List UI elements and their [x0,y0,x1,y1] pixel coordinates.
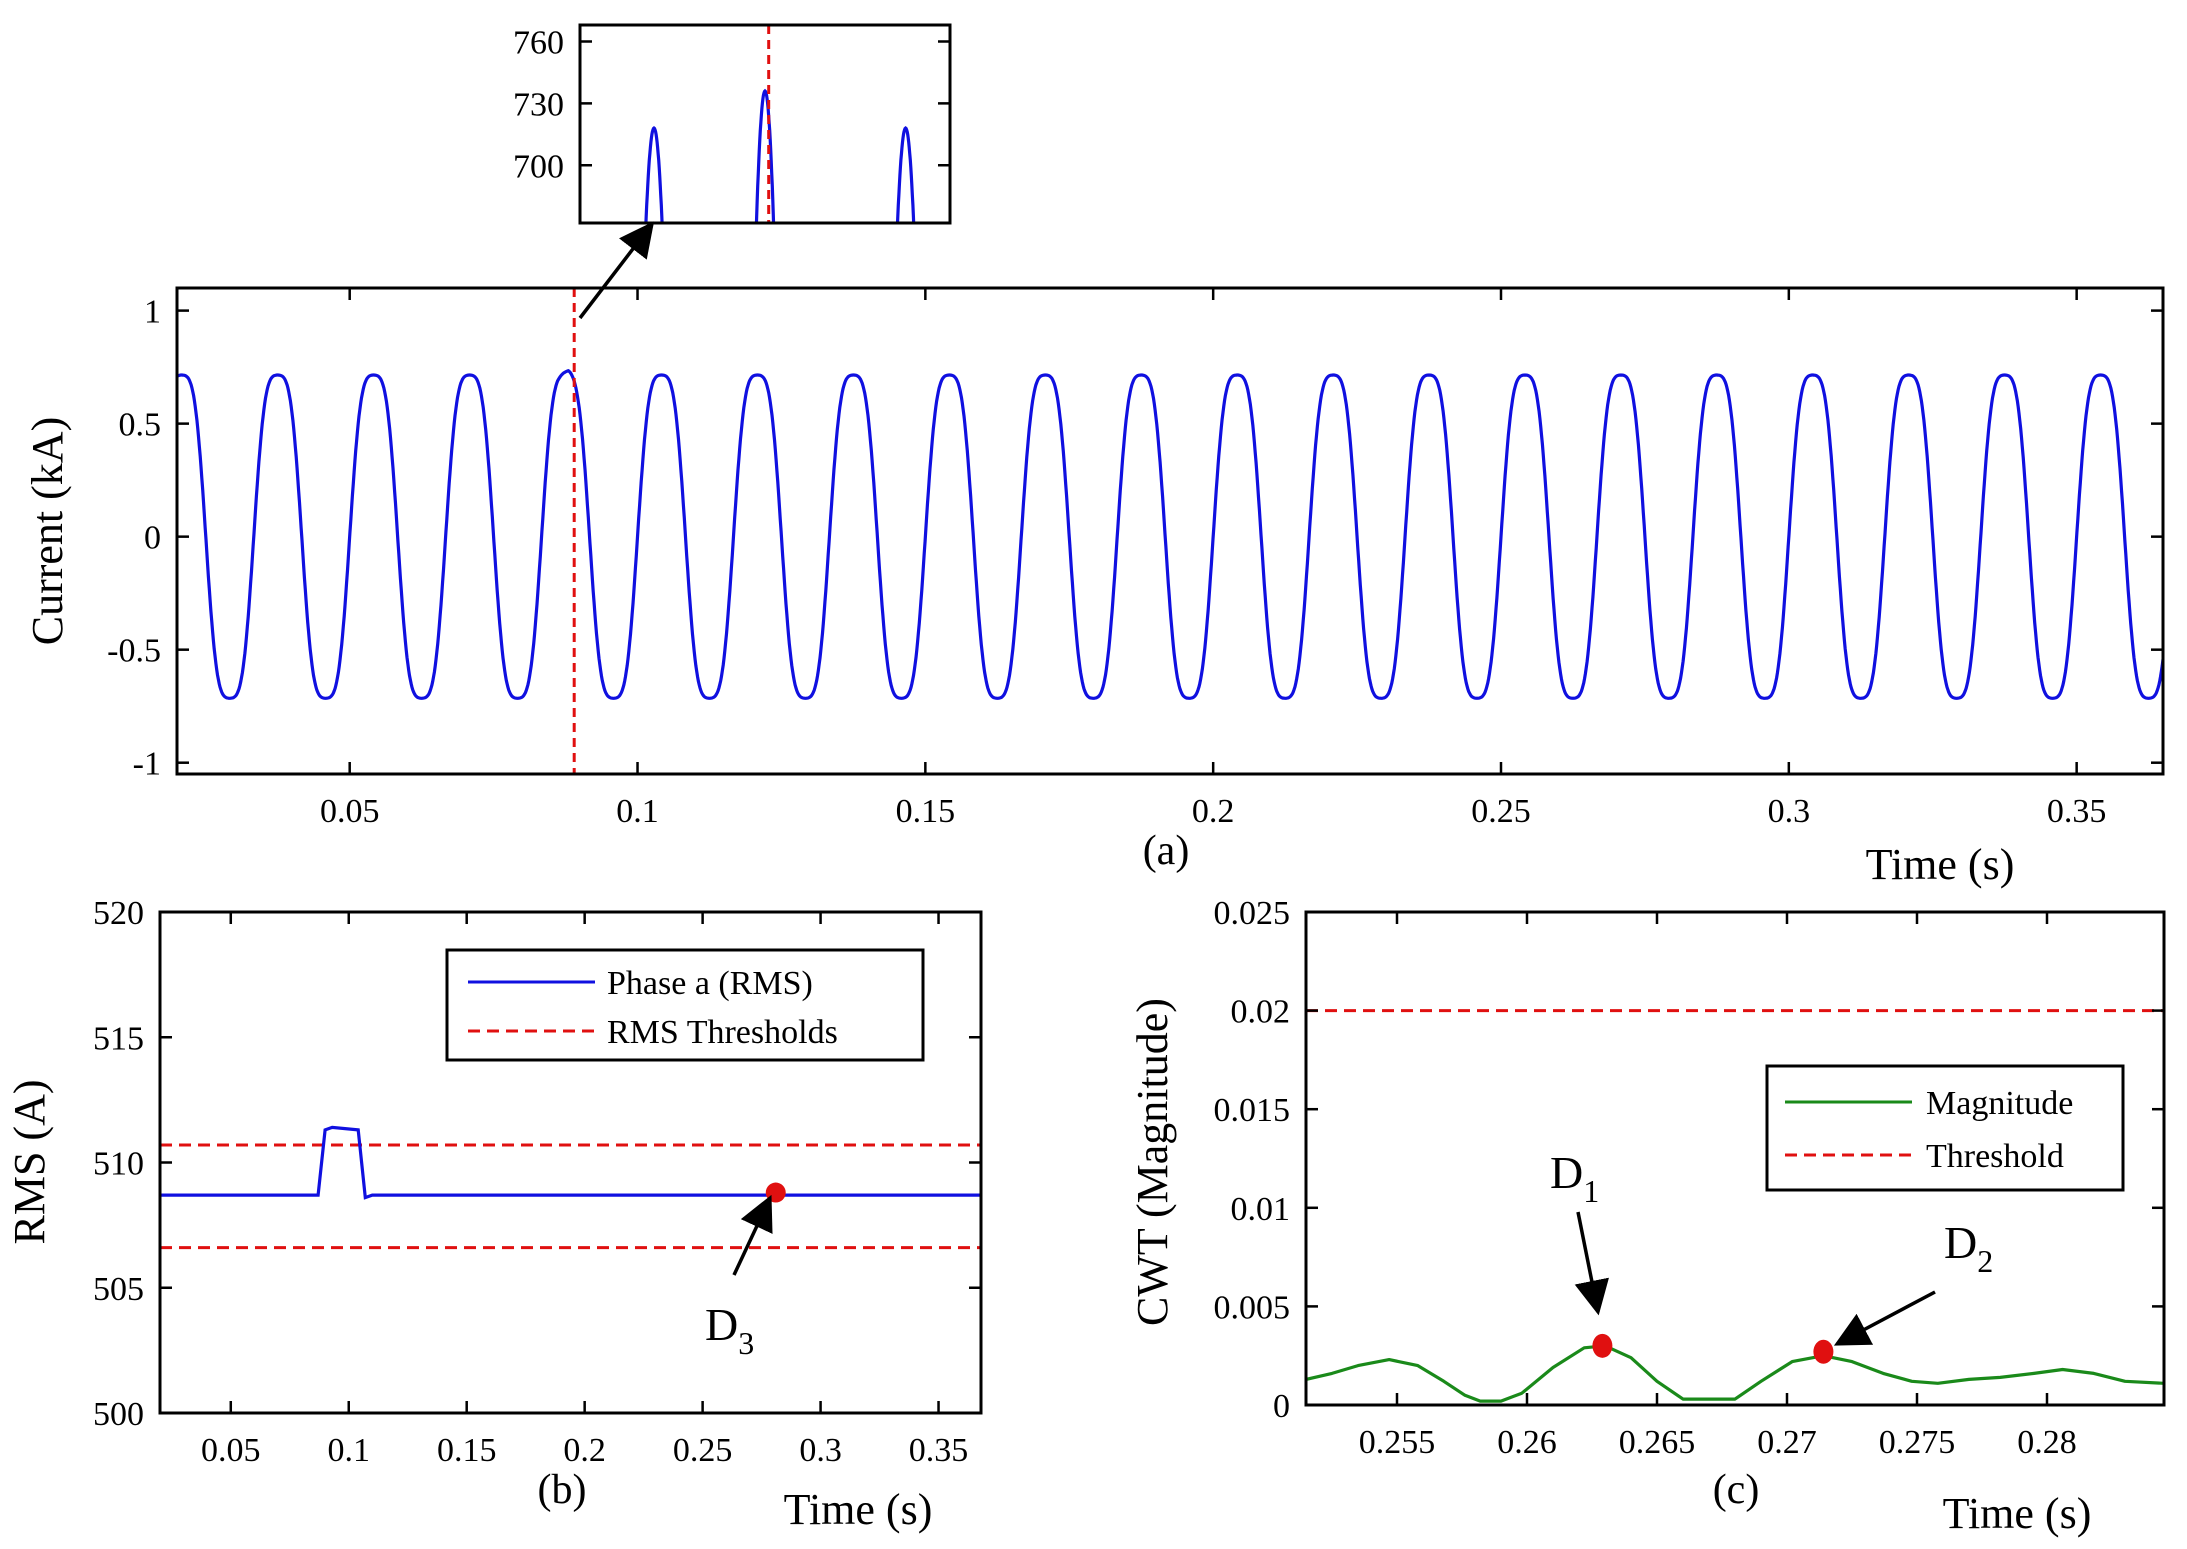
d3-arrow [732,1194,773,1276]
inset-peak-line [754,88,776,223]
y-tick-label: 0.025 [1214,895,1291,932]
panel-b-plot-area [160,1125,981,1250]
x-tick-label: 0.265 [1619,1424,1696,1461]
panel-a-y-ticks: 1 0.5 0 -0.5 -1 [107,294,2163,783]
panel-a-x-axis-label: Time (s) [1866,840,2015,889]
d3-label: D3 [705,1299,754,1361]
y-tick-label: 0 [144,520,161,557]
cwt-magnitude-line [1306,1344,2164,1403]
panel-c-y-axis-label: CWT (Magnitude) [1128,998,1177,1326]
y-tick-label: 1 [144,294,161,331]
x-tick-label: 0.35 [909,1432,969,1469]
rms-phase-a-line [160,1125,981,1200]
inset-plot-area [644,25,916,223]
x-tick-label: 0.35 [2047,793,2107,830]
y-tick-label: 0.02 [1231,994,1291,1031]
x-tick-label: 0.15 [896,793,956,830]
inset-pointer-arrow [578,221,655,320]
y-tick-label: -0.5 [107,633,161,670]
legend-label-rms-thresholds: RMS Thresholds [607,1014,838,1051]
x-tick-label: 0.2 [1192,793,1235,830]
current-waveform-line [177,368,2163,700]
x-tick-label: 0.255 [1359,1424,1436,1461]
x-tick-label: 0.25 [1471,793,1531,830]
x-tick-label: 0.15 [437,1432,497,1469]
x-tick-label: 0.275 [1879,1424,1956,1461]
panel-a-x-ticks: 0.05 0.1 0.15 0.2 0.25 0.3 0.35 [320,288,2106,830]
panel-b-caption: (b) [538,1467,587,1513]
x-tick-label: 0.28 [2017,1424,2077,1461]
inset-frame [578,23,952,225]
inset-peak-line [895,126,916,223]
d2-arrow [1833,1290,1936,1346]
inset-y-ticks: 760 730 700 [513,25,950,185]
y-tick-label: 700 [513,148,564,185]
x-tick-label: 0.05 [320,793,380,830]
d1-marker [1592,1333,1613,1358]
panel-b-legend: Phase a (RMS) RMS Thresholds [445,948,925,1062]
y-tick-label: 0.015 [1214,1092,1291,1129]
y-tick-label: 730 [513,86,564,123]
panel-a: 0.05 0.1 0.15 0.2 0.25 0.3 0.35 1 0.5 0 -0.5 -1 Cu… [23,286,2165,889]
x-tick-label: 0.1 [616,793,659,830]
d2-label: D2 [1944,1217,1993,1279]
y-tick-label: -1 [133,746,161,783]
legend-label-threshold: Threshold [1926,1138,2064,1175]
x-tick-label: 0.2 [563,1432,606,1469]
panel-a-caption: (a) [1143,828,1190,874]
panel-b: 0.05 0.1 0.15 0.2 0.25 0.3 0.35 520 515 510 505 50… [5,895,983,1534]
x-tick-label: 0.3 [1768,793,1811,830]
y-tick-label: 500 [93,1396,144,1433]
panel-c-caption: (c) [1713,1467,1760,1513]
legend-label-magnitude: Magnitude [1926,1085,2073,1122]
panel-c-y-ticks: 0.025 0.02 0.015 0.01 0.005 0 [1214,895,2164,1425]
y-tick-label: 0.5 [119,407,162,444]
legend-label-phase-a: Phase a (RMS) [607,965,813,1002]
x-tick-label: 0.27 [1757,1424,1817,1461]
inset-chart: 760 730 700 [513,23,952,320]
y-tick-label: 515 [93,1020,144,1057]
panel-a-frame [175,286,2165,776]
panel-b-y-axis-label: RMS (A) [5,1079,54,1244]
y-tick-label: 0.005 [1214,1289,1291,1326]
panel-c: 0.255 0.26 0.265 0.27 0.275 0.28 0.0250.020.0… [1128,895,2166,1538]
y-tick-label: 510 [93,1146,144,1183]
panel-c-frame [1304,910,2166,1407]
d1-label: D1 [1550,1147,1599,1209]
x-tick-label: 0.25 [673,1432,733,1469]
panel-c-x-ticks: 0.255 0.26 0.265 0.27 0.275 0.28 [1359,912,2077,1461]
y-tick-label: 0 [1273,1388,1290,1425]
y-tick-label: 520 [93,895,144,932]
panel-c-legend-box [1765,1064,2125,1192]
x-tick-label: 0.05 [201,1432,261,1469]
y-tick-label: 505 [93,1271,144,1308]
panel-b-x-ticks: 0.05 0.1 0.15 0.2 0.25 0.3 0.35 [201,912,968,1469]
x-tick-label: 0.1 [327,1432,370,1469]
panel-c-x-axis-label: Time (s) [1943,1489,2092,1538]
d1-arrow [1574,1211,1609,1316]
panel-b-legend-box [445,948,925,1062]
panel-a-y-axis-label: Current (kA) [23,417,72,646]
d2-marker [1813,1339,1834,1364]
x-tick-label: 0.3 [799,1432,842,1469]
panel-c-plot-area [1306,1009,2164,1403]
y-tick-label: 0.01 [1231,1191,1291,1228]
y-tick-label: 760 [513,25,564,62]
panel-b-y-ticks: 520 515 510 505 500 [93,895,981,1433]
panel-c-legend: Magnitude Threshold [1765,1064,2125,1192]
inset-peak-line [644,126,664,223]
panel-a-plot-area [177,288,2163,774]
panel-b-x-axis-label: Time (s) [784,1485,933,1534]
x-tick-label: 0.26 [1497,1424,1557,1461]
